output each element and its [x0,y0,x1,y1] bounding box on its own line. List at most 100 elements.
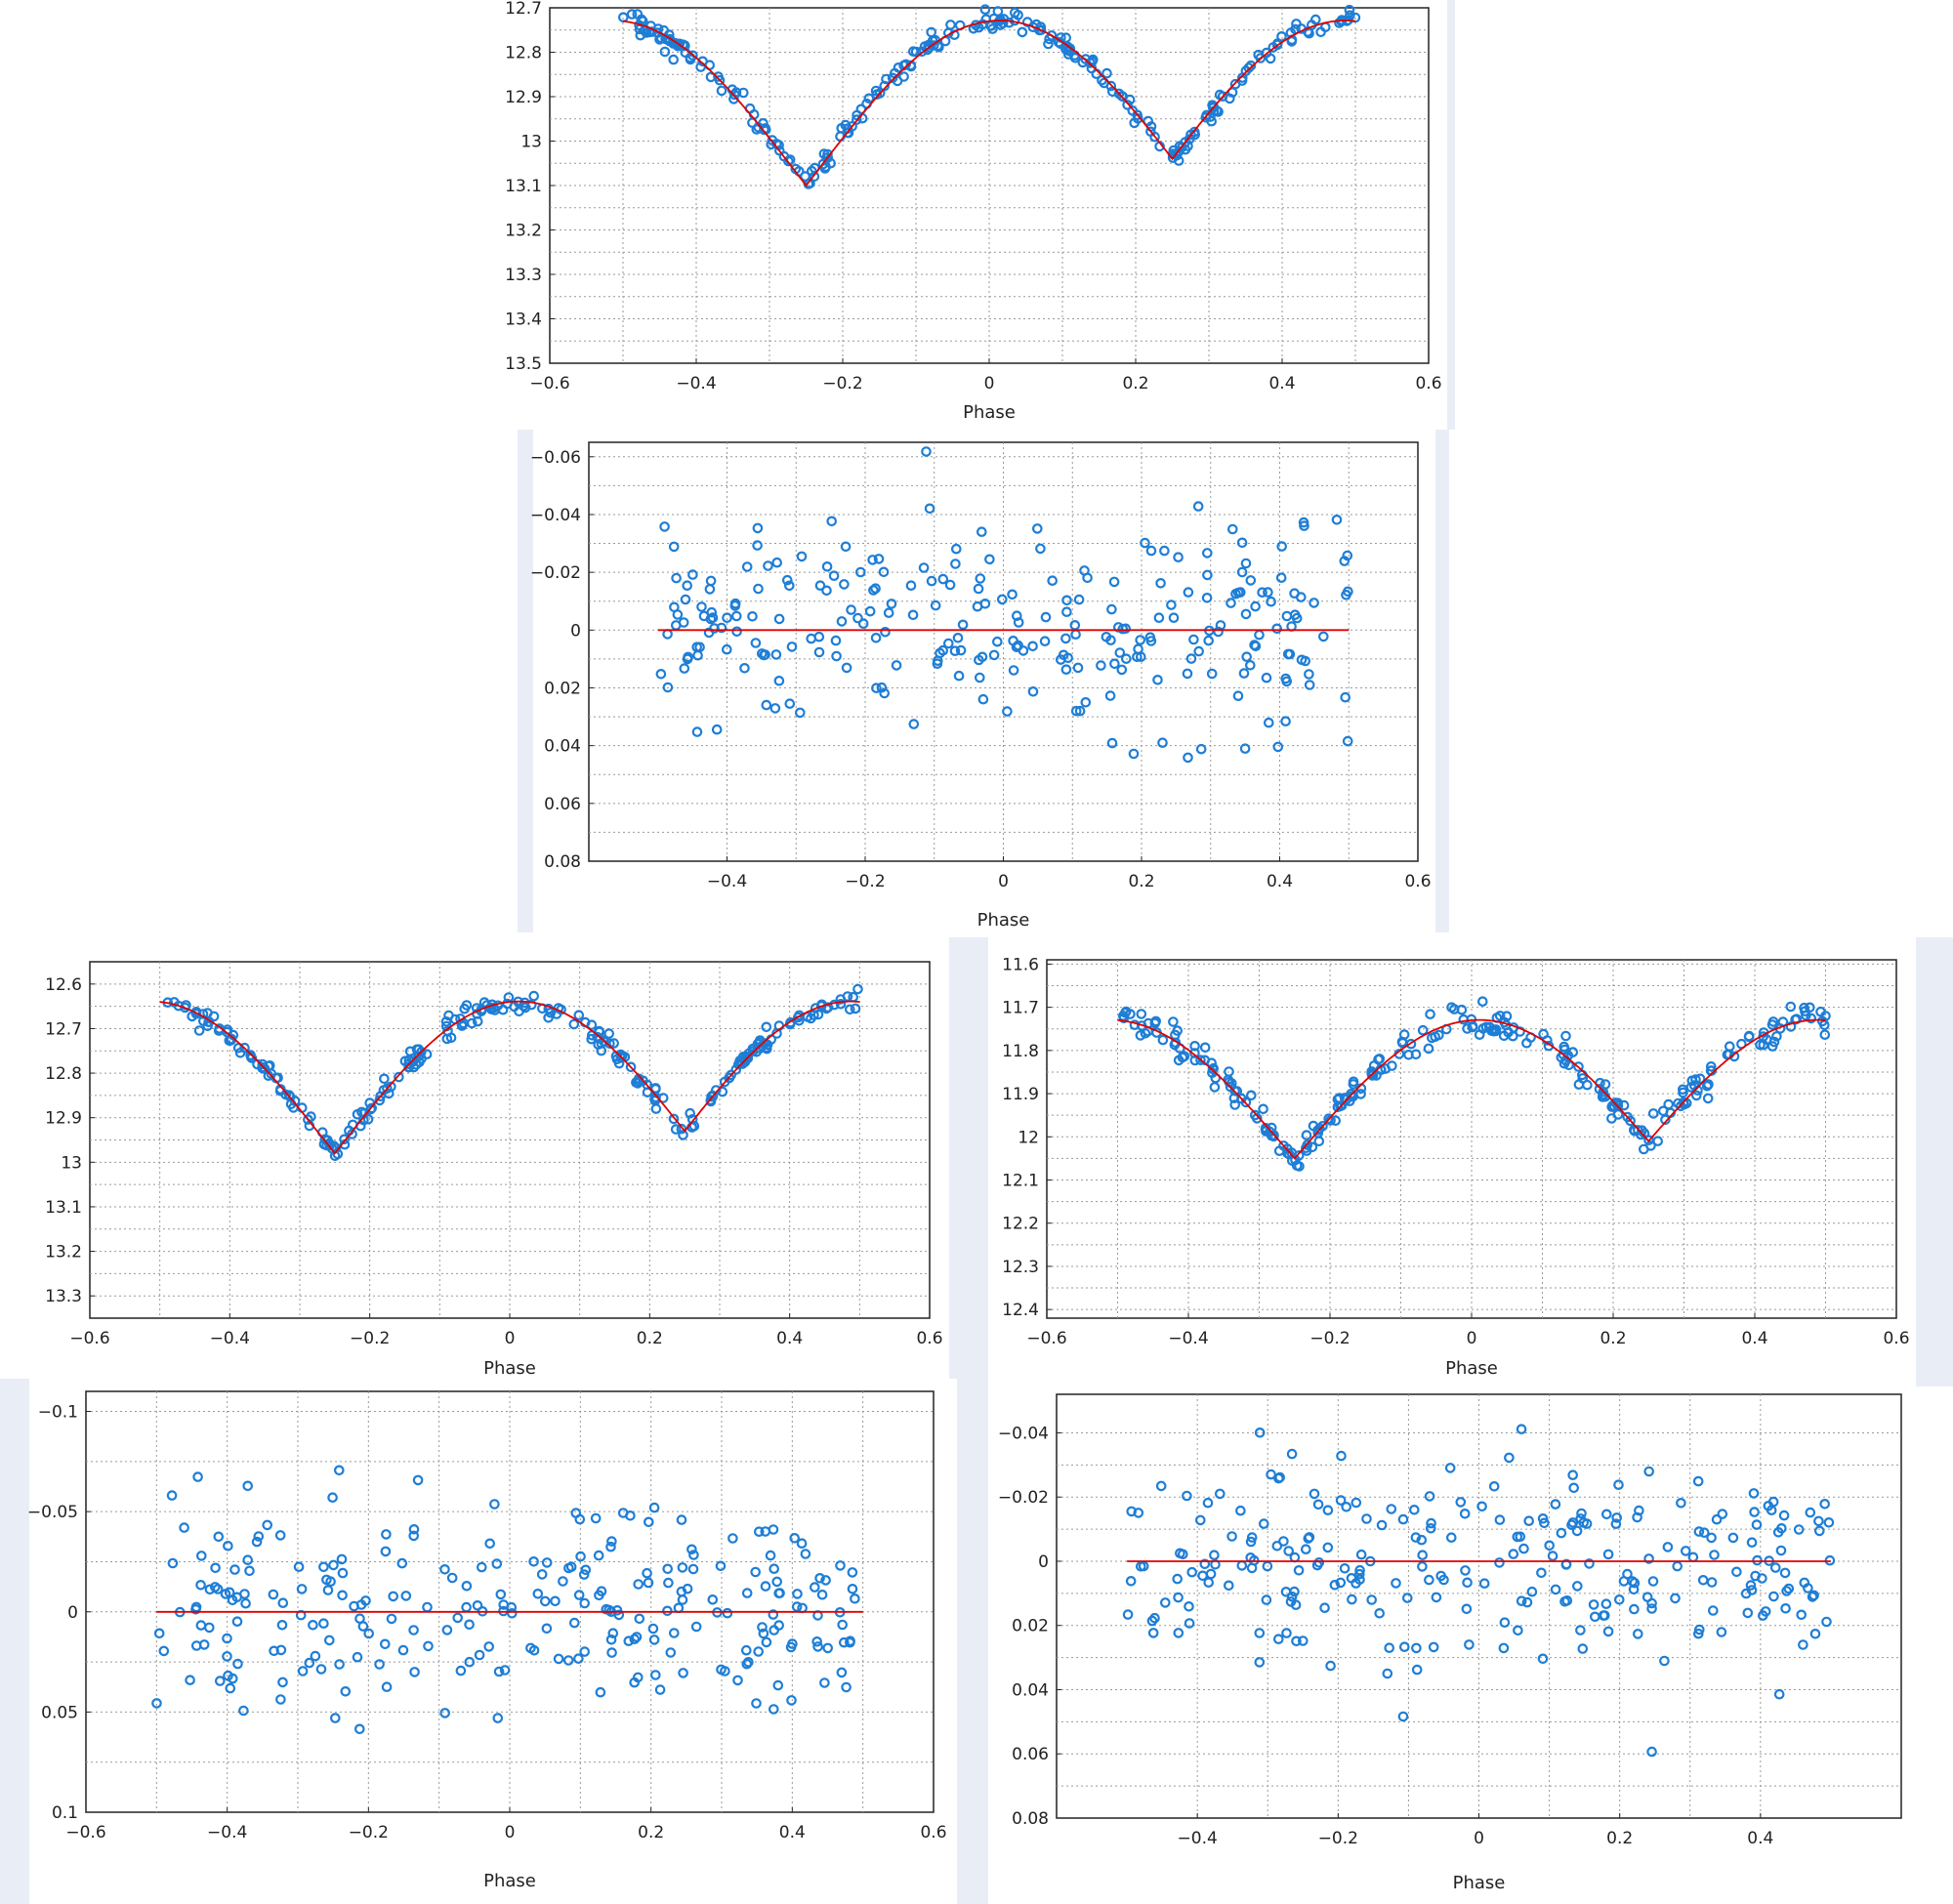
p3-data-point [844,1004,855,1015]
p6-data-point [1763,1501,1774,1511]
background-strip [518,430,533,932]
p6-y-tick-label: 0.02 [1012,1617,1049,1636]
p2-data-point [1152,674,1163,685]
p6-data-point [1809,1629,1821,1639]
p2-data-point [1007,589,1018,600]
p2-data-point [1106,603,1117,615]
p2-data-point [1145,545,1157,557]
p6-data-point [1122,1609,1134,1620]
p2-data-point [977,693,989,705]
p5-data-point [464,1656,476,1668]
p4-data-point [1477,996,1488,1007]
p5-data-point [758,1628,769,1639]
p4-data-point [1367,1070,1378,1081]
p4-data-point [1195,1055,1206,1065]
p2-data-point [1195,743,1207,755]
p2-data-point [873,554,885,564]
p5-data-point [276,1620,288,1631]
p1-data-point [1122,100,1133,110]
p5-data-point [541,1623,553,1635]
p2-data-point [796,551,808,562]
p4-data-point [1785,1021,1797,1032]
p6-data-point [1544,1540,1555,1552]
p2-data-point [1008,635,1018,646]
p6-data-point [1633,1629,1643,1639]
p5-data-point [593,1550,604,1561]
p5-data-point [388,1591,398,1602]
p5-data-point [847,1584,858,1594]
p3-data-point [678,1130,688,1140]
p6-data-point [1426,1523,1436,1534]
p3-data-point [719,1076,730,1088]
p2-data-point [871,683,882,693]
p3-data-point [440,1016,452,1027]
p5-data-point [665,1647,677,1658]
p5-data-point [760,1581,771,1592]
p3-data-point [632,1078,644,1089]
p6-data-point [1147,1628,1159,1638]
p1-data-point [728,89,740,101]
p5-data-point [753,1646,764,1657]
background-strip [949,937,988,1379]
p1-data-point [949,29,960,40]
p2-data-point [769,703,781,714]
p6-data-point [1567,1469,1578,1480]
p4-data-point [1396,1036,1408,1048]
p6-y-tick-label: 0.08 [1012,1809,1049,1829]
p4-data-point [1801,1010,1811,1021]
p5-data-point [315,1664,327,1675]
p5-data-point [773,1588,784,1599]
p6-data-point [1550,1499,1561,1510]
p6-data-point [1521,1596,1533,1608]
p2-data-point [1120,623,1131,635]
p2-data-point [1002,706,1013,717]
p2-data-point [1061,595,1072,606]
p1-data-point [1276,30,1287,42]
p1-data-point [626,9,638,20]
p2-data-point [680,594,691,605]
p3-data-point [625,1061,637,1073]
p2-data-point [1183,752,1193,764]
p4-data-point [1691,1090,1702,1101]
p5-data-point [242,1480,253,1492]
p6-data-point [1711,1513,1723,1525]
p6-data-point [1539,1517,1550,1529]
p4-data-point [1430,1031,1440,1043]
p3-x-tick-label: 0.2 [637,1329,663,1348]
p4-data-point [1120,1008,1131,1018]
p5-data-point [579,1597,590,1609]
p2-data-point [722,612,732,623]
p4-data-point [1606,1113,1617,1124]
p1-data-point [836,123,847,134]
p6-data-point [1611,1512,1622,1523]
p2-data-point [1182,668,1193,680]
p6-data-point [1273,1634,1284,1644]
p5-data-point [662,1563,673,1575]
p3-y-tick-label: 13.3 [45,1287,82,1306]
p5-data-point [707,1594,719,1605]
p2-data-point [1240,558,1252,569]
p6-data-point [1779,1567,1791,1579]
p6-data-point [1770,1562,1781,1573]
p2-data-point [794,707,806,719]
p5-data-point [816,1590,828,1600]
p2-data-point [1299,520,1309,531]
p2-data-point [1271,623,1282,635]
p3-data-point [568,1018,580,1030]
p5-data-point [355,1599,367,1610]
p4-data-point [1771,1031,1782,1042]
p2-data-point [1060,664,1072,675]
p2-data-point [821,560,833,572]
p4-data-point [1660,1114,1671,1126]
p5-data-point [822,1642,833,1654]
p1-x-axis-label: Phase [963,402,1016,423]
p6-y-tick-label: −0.04 [998,1424,1049,1443]
p2-x-tick-label: 0.2 [1128,872,1154,891]
p5-y-tick-label: −0.1 [38,1403,78,1423]
p1-data-point [851,114,862,125]
p2-data-point [867,555,878,565]
p5-data-point [499,1665,511,1676]
p2-data-point [1145,636,1157,646]
p5-data-point [412,1474,424,1486]
p4-data-point [1503,1027,1514,1038]
